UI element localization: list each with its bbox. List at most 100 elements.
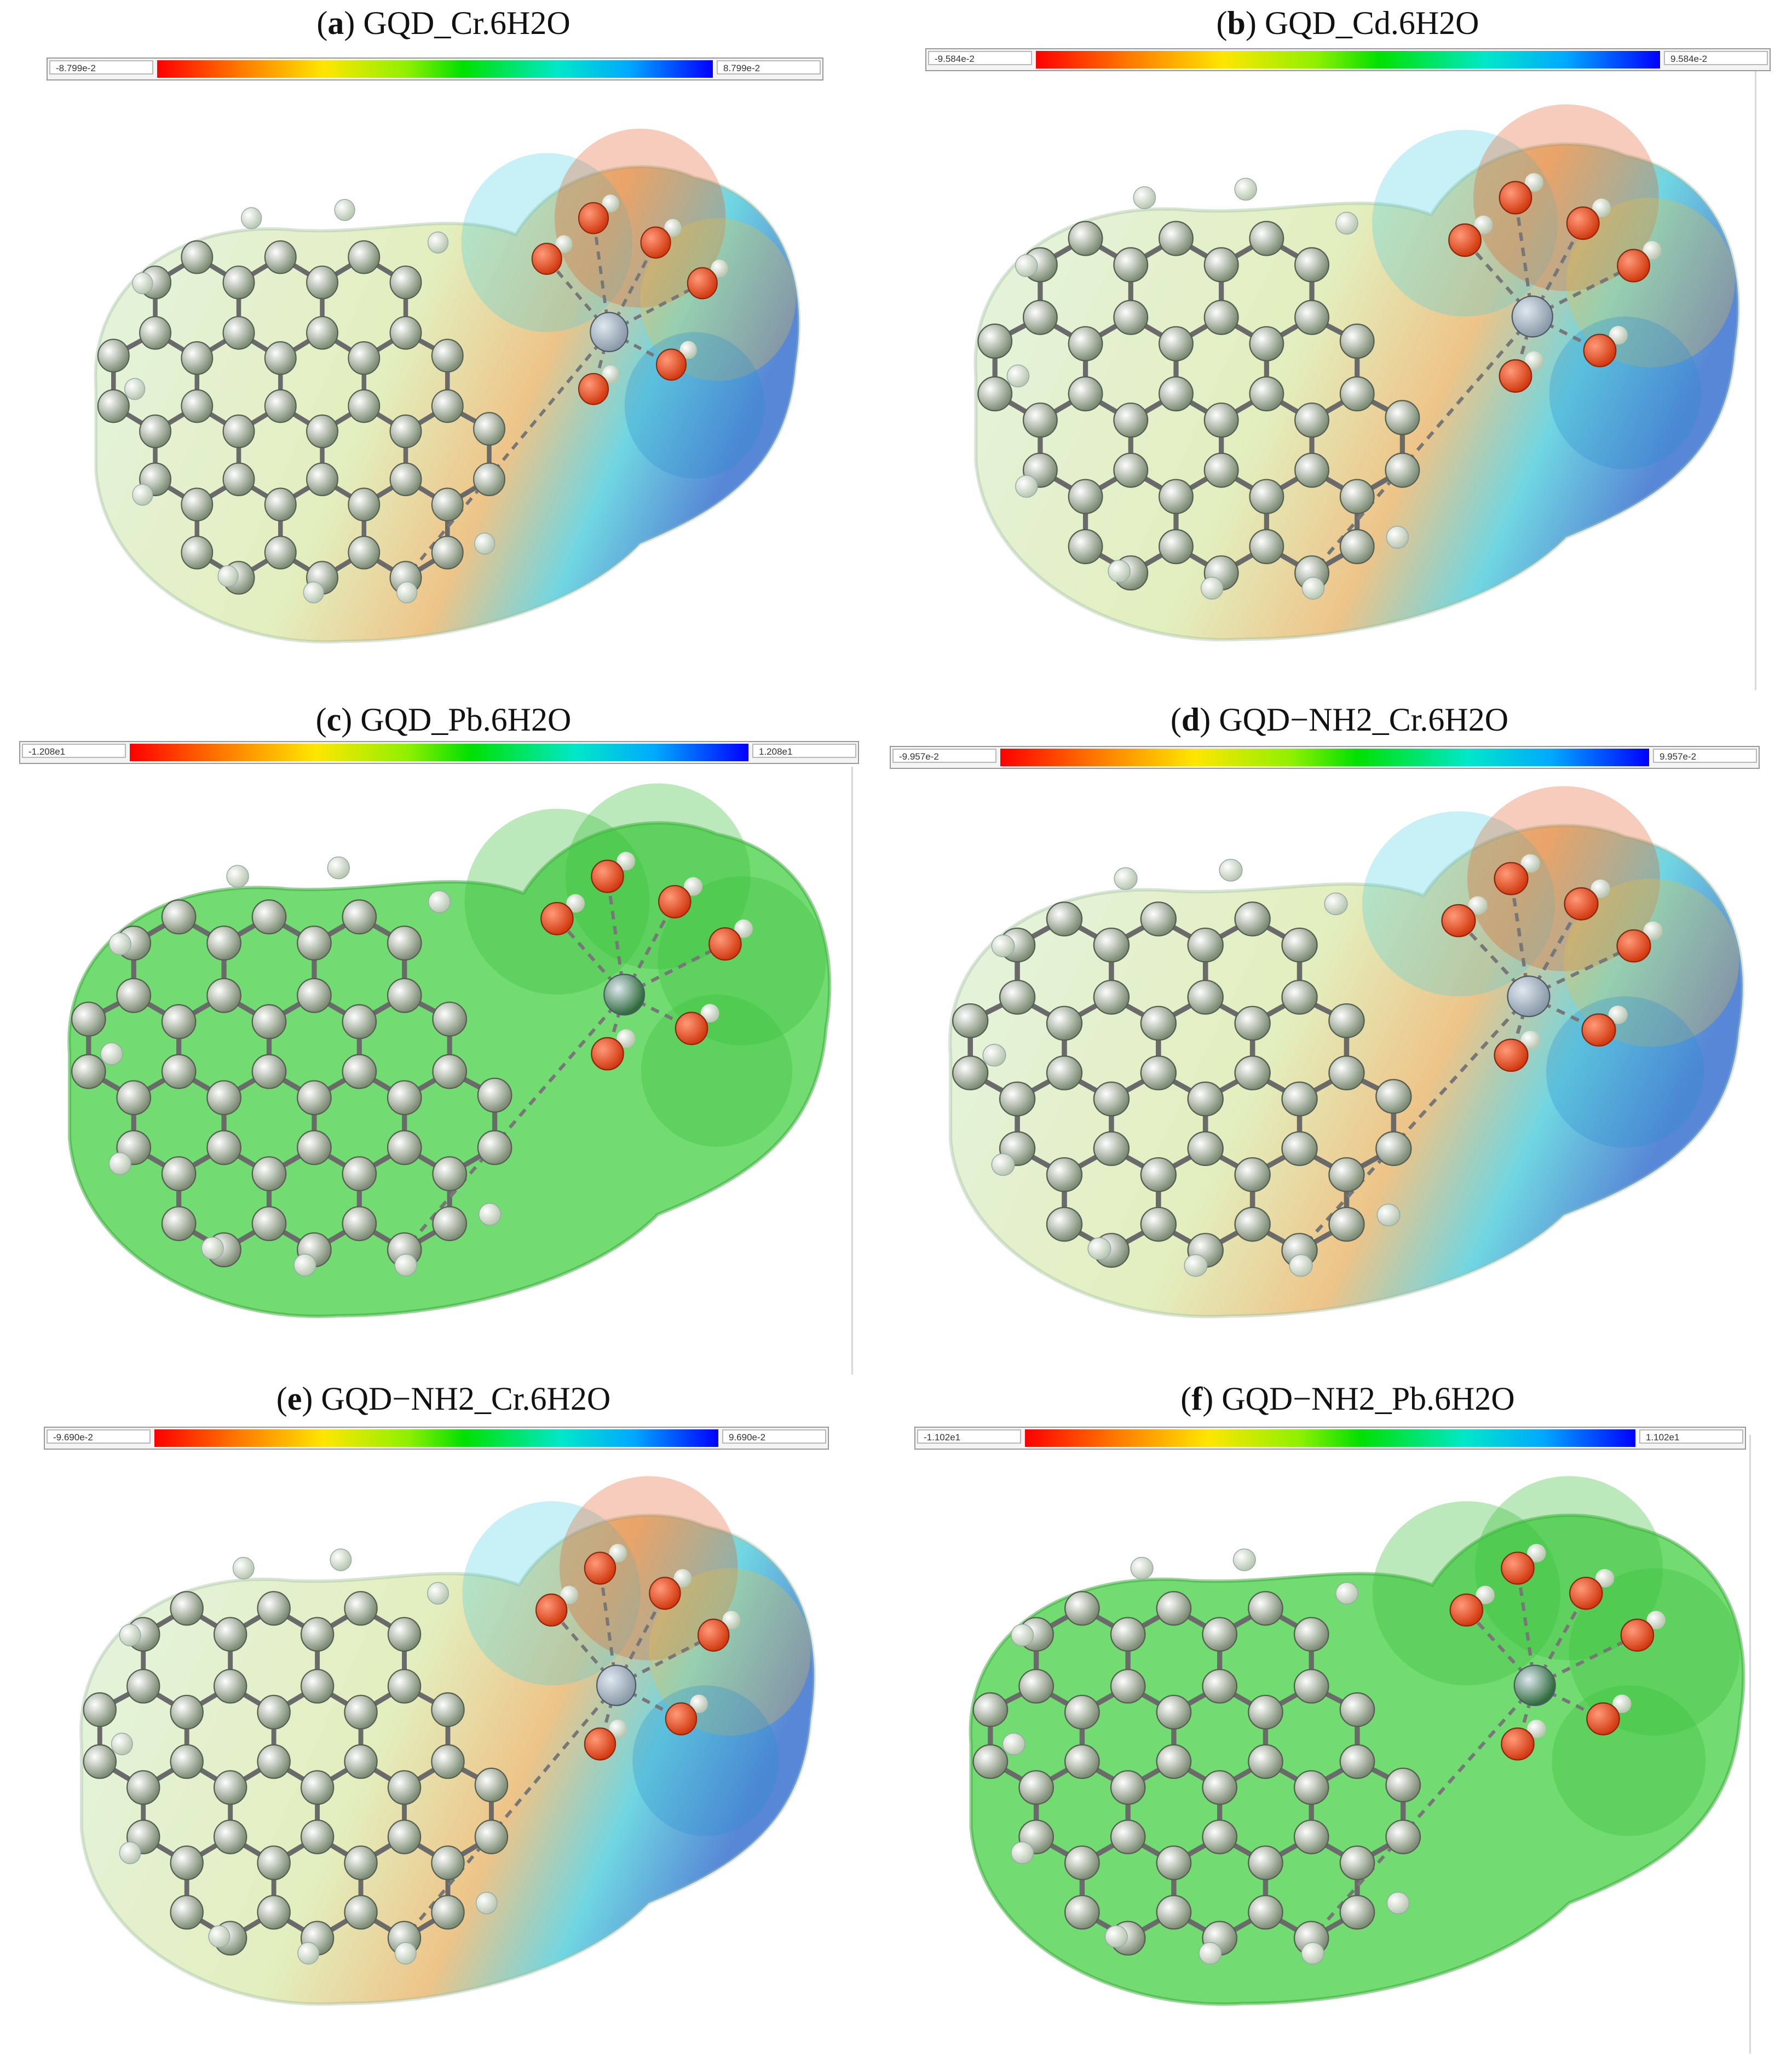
carbon-atom xyxy=(1068,221,1103,256)
carbon-atom xyxy=(1281,927,1318,963)
metal-atom xyxy=(1511,295,1553,338)
carbon-atom xyxy=(1294,402,1329,438)
carbon-atom xyxy=(170,1845,204,1881)
panel-title: (a) GQD_Cr.6H2O xyxy=(316,5,571,41)
molecule-render xyxy=(49,120,827,690)
carbon-atom xyxy=(1156,1591,1192,1626)
hydrogen-atom xyxy=(1301,577,1325,600)
carbon-atom xyxy=(477,1130,512,1165)
carbon-atom xyxy=(387,1770,422,1805)
oxygen-atom xyxy=(649,1577,681,1610)
scale-min-label: -9.584e-2 xyxy=(928,51,1032,65)
carbon-atom xyxy=(300,1819,335,1854)
carbon-atom xyxy=(1293,1770,1329,1805)
carbon-atom xyxy=(431,1845,465,1881)
carbon-atom xyxy=(348,240,381,274)
carbon-atom xyxy=(181,536,214,570)
carbon-atom xyxy=(431,536,464,570)
carbon-atom xyxy=(1339,1894,1375,1930)
carbon-atom xyxy=(389,414,422,449)
carbon-atom xyxy=(342,899,377,935)
hydrogen-atom xyxy=(1108,560,1131,583)
carbon-atom xyxy=(342,1054,377,1089)
hydrogen-atom xyxy=(991,1153,1015,1176)
carbon-atom xyxy=(972,1744,1009,1779)
hydrogen-atom xyxy=(616,1029,636,1048)
hydrogen-atom xyxy=(478,1203,502,1226)
oxygen-atom xyxy=(584,1552,616,1585)
scale-max-label: 1.102e1 xyxy=(1639,1429,1743,1444)
carbon-atom xyxy=(83,1692,117,1727)
carbon-atom xyxy=(1093,979,1130,1015)
carbon-atom xyxy=(1113,300,1149,335)
metal-atom xyxy=(1513,1664,1556,1706)
carbon-atom xyxy=(1064,1744,1100,1779)
hydrogen-atom xyxy=(330,1548,352,1571)
color-scale-bar: -8.799e-2 8.799e-2 xyxy=(47,58,823,81)
color-scale-bar: -9.957e-2 9.957e-2 xyxy=(890,746,1760,769)
carbon-atom xyxy=(1281,1081,1318,1117)
carbon-atom xyxy=(97,338,130,373)
oxygen-atom xyxy=(1620,1618,1655,1652)
carbon-atom xyxy=(170,1694,204,1730)
carbon-atom xyxy=(1203,247,1239,283)
oxygen-atom xyxy=(655,348,687,381)
carbon-atom xyxy=(387,1617,422,1652)
hydrogen-atom xyxy=(208,1925,231,1948)
oxygen-atom xyxy=(1566,206,1600,240)
hydrogen-atom xyxy=(991,934,1015,957)
oxygen-atom xyxy=(687,267,718,300)
frame-line xyxy=(1755,71,1756,690)
hydrogen-atom xyxy=(1198,1941,1222,1965)
hydrogen-atom xyxy=(560,1585,579,1605)
carbon-atom xyxy=(71,1001,106,1037)
hydrogen-atom xyxy=(664,219,682,237)
metal-atom xyxy=(603,973,646,1016)
oxygen-atom xyxy=(1449,1593,1484,1627)
hydrogen-atom xyxy=(132,272,153,295)
carbon-atom xyxy=(206,1080,241,1116)
carbon-atom xyxy=(431,389,464,423)
carbon-atom xyxy=(1234,1055,1271,1090)
carbon-atom xyxy=(1339,1744,1375,1779)
hydrogen-atom xyxy=(1646,1611,1666,1630)
carbon-atom xyxy=(181,487,214,522)
carbon-atom xyxy=(1113,247,1149,283)
oxygen-atom xyxy=(1494,1038,1529,1072)
carbon-atom xyxy=(300,1669,335,1704)
scale-max-label: 8.799e-2 xyxy=(717,60,821,74)
oxygen-atom xyxy=(1499,181,1532,215)
carbon-atom xyxy=(342,1206,377,1242)
carbon-atom xyxy=(1064,1845,1100,1881)
carbon-atom xyxy=(1068,528,1103,565)
carbon-atom xyxy=(473,412,505,446)
carbon-atom xyxy=(387,1080,422,1116)
carbon-atom xyxy=(170,1591,204,1626)
carbon-atom xyxy=(1140,1055,1177,1090)
carbon-atom xyxy=(1328,1003,1365,1038)
hydrogen-atom xyxy=(700,1004,719,1023)
carbon-atom xyxy=(1159,376,1194,412)
molecule-render xyxy=(925,96,1768,690)
oxygen-atom xyxy=(675,1012,708,1045)
carbon-atom xyxy=(344,1845,378,1881)
hydrogen-atom xyxy=(1219,859,1243,882)
carbon-atom xyxy=(1046,1157,1083,1192)
carbon-atom xyxy=(1234,1206,1271,1242)
carbon-atom xyxy=(387,1819,422,1854)
hydrogen-atom xyxy=(602,194,619,212)
carbon-atom xyxy=(1140,1157,1177,1192)
carbon-atom xyxy=(306,462,338,497)
carbon-atom xyxy=(257,1845,291,1881)
carbon-atom xyxy=(161,1206,197,1242)
hydrogen-atom xyxy=(303,581,324,604)
carbon-atom xyxy=(181,240,214,274)
oxygen-atom xyxy=(1583,334,1617,367)
carbon-atom xyxy=(1159,528,1194,565)
hydrogen-atom xyxy=(1104,1925,1128,1948)
carbon-atom xyxy=(161,1004,197,1039)
carbon-atom xyxy=(389,462,422,497)
oxygen-atom xyxy=(1586,1702,1620,1736)
hydrogen-atom xyxy=(1524,173,1543,192)
carbon-atom xyxy=(1187,979,1224,1015)
